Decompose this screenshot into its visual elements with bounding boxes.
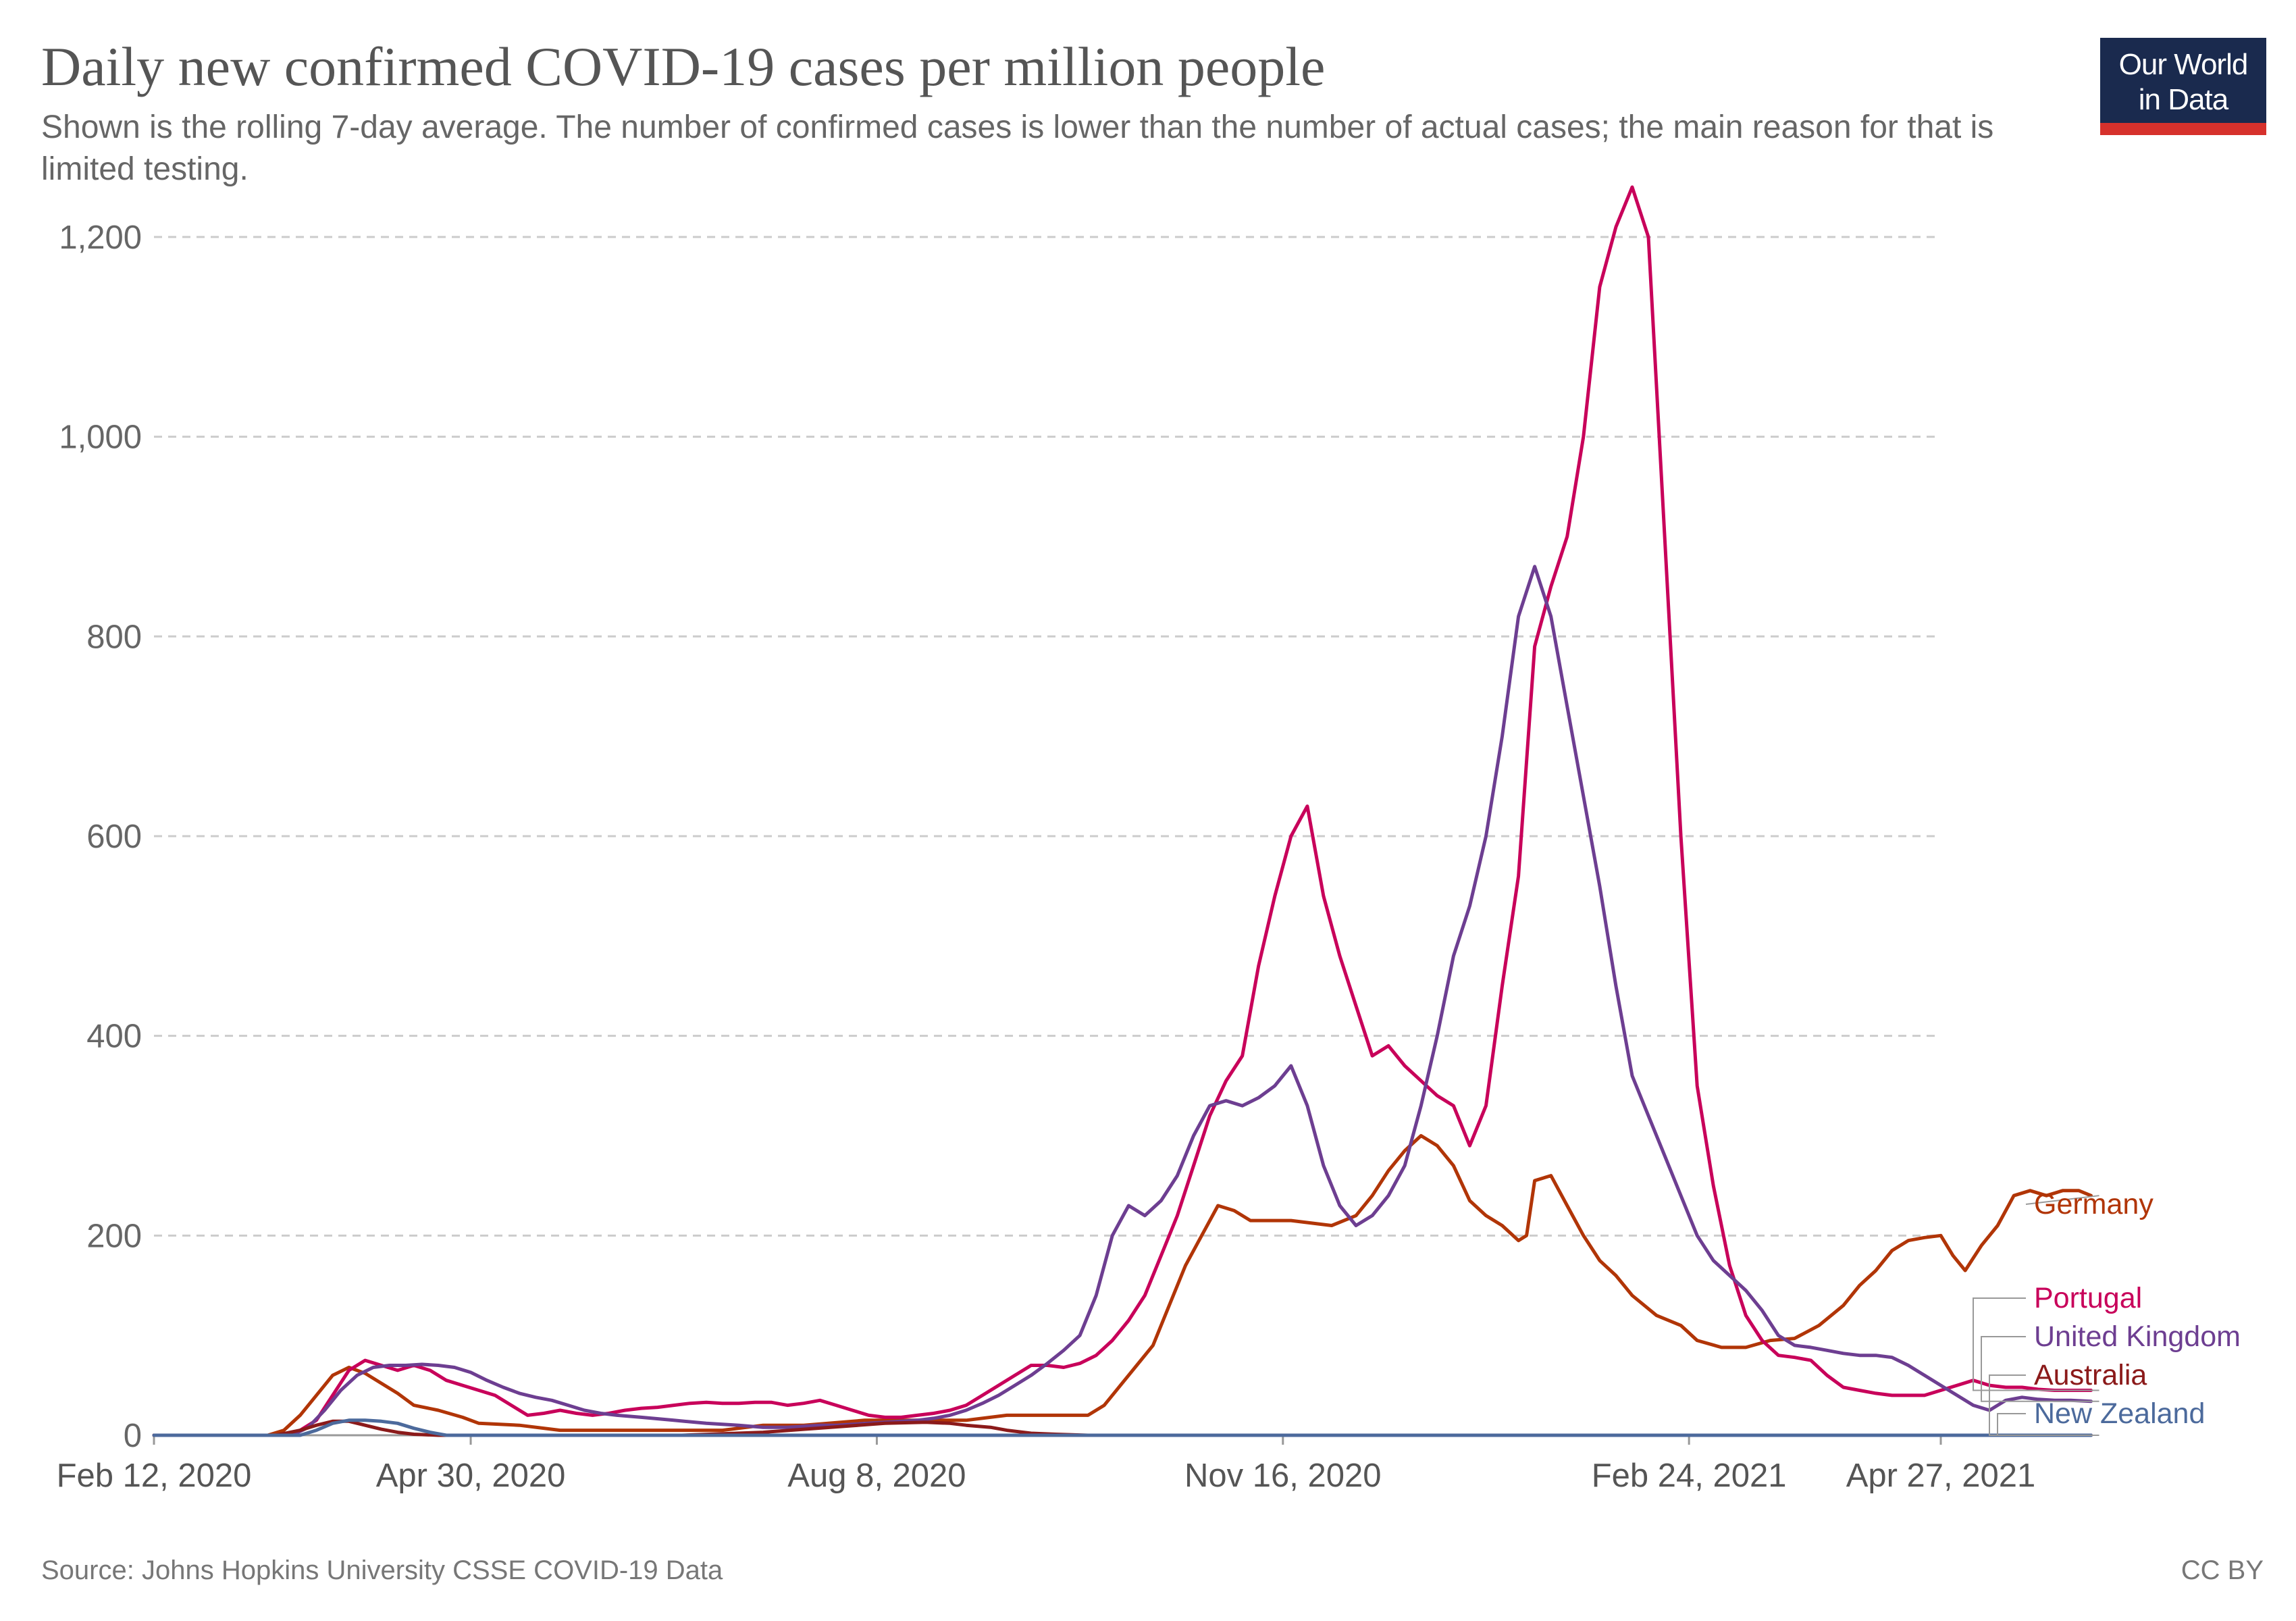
series-line-new-zealand xyxy=(152,1418,2093,1437)
y-tick-label: 0 xyxy=(124,1418,142,1454)
x-tick-label: Feb 12, 2020 xyxy=(57,1458,252,1494)
x-tick-label: Aug 8, 2020 xyxy=(787,1458,966,1494)
y-tick-label: 200 xyxy=(86,1218,142,1254)
chart-subtitle: Shown is the rolling 7-day average. The … xyxy=(41,109,1994,187)
source-note: Source: Johns Hopkins University CSSE CO… xyxy=(41,1555,723,1585)
series-label-germany: Germany xyxy=(2034,1188,2154,1220)
gridlines xyxy=(154,236,1941,1237)
label-connector-united-kingdom xyxy=(1981,1336,2099,1402)
y-tick-label: 400 xyxy=(86,1019,142,1055)
series-label-portugal: Portugal xyxy=(2034,1282,2142,1314)
series-line-united-kingdom xyxy=(152,565,2093,1437)
x-tick-label: Feb 24, 2021 xyxy=(1592,1458,1787,1494)
owid-logo[interactable]: Our World in Data xyxy=(2100,38,2266,135)
series-line-portugal xyxy=(152,185,2093,1437)
y-axis-ticks: 0 200 400 600 800 1,000 1,200 xyxy=(59,220,142,1454)
logo-line-2: in Data xyxy=(2138,83,2228,116)
y-tick-label: 1,000 xyxy=(59,419,142,456)
x-tick-label: Apr 27, 2021 xyxy=(1846,1458,2036,1494)
label-connector-germany xyxy=(2025,1195,2099,1205)
series-label-australia: Australia xyxy=(2034,1359,2147,1391)
y-tick-label: 1,200 xyxy=(59,220,142,256)
series-label-new-zealand: New Zealand xyxy=(2034,1397,2205,1430)
series-line-australia xyxy=(152,1419,2093,1437)
y-tick-label: 800 xyxy=(86,619,142,655)
license-link[interactable]: CC BY xyxy=(2181,1555,2264,1585)
label-connector-new-zealand xyxy=(1997,1413,2099,1436)
series-labels: Germany Portugal United Kingdom Australia Ne… xyxy=(1973,1188,2241,1436)
series-label-united-kingdom: United Kingdom xyxy=(2034,1320,2241,1353)
logo-line-1: Our World xyxy=(2118,48,2249,81)
label-connector-portugal xyxy=(1973,1297,2099,1391)
x-tick-label: Nov 16, 2020 xyxy=(1184,1458,1382,1494)
series-lines xyxy=(152,185,2093,1437)
y-tick-label: 600 xyxy=(86,819,142,855)
chart-title: Daily new confirmed COVID-19 cases per m… xyxy=(41,36,1326,97)
x-tick-label: Apr 30, 2020 xyxy=(376,1458,566,1494)
x-axis: Feb 12, 2020 Apr 30, 2020 Aug 8, 2020 Nov 1… xyxy=(57,1434,2036,1494)
series-line-germany xyxy=(152,1134,2093,1437)
